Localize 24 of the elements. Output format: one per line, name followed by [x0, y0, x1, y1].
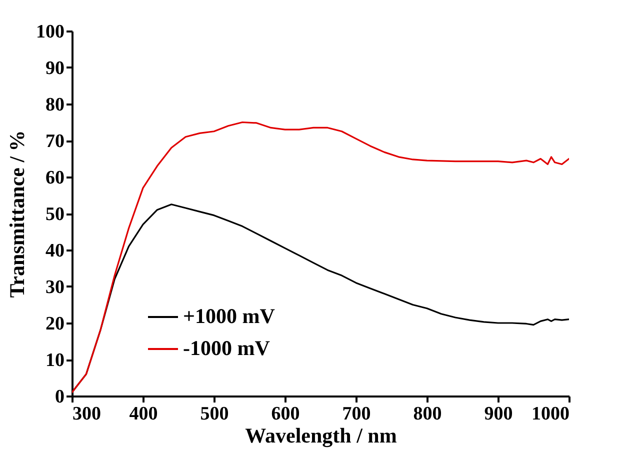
x-tick-label: 700	[342, 404, 371, 424]
y-tick-label: 20	[46, 314, 64, 334]
y-tick-label: 80	[46, 94, 64, 116]
y-tick-label: 90	[46, 58, 64, 79]
y-tick-label: 100	[36, 22, 64, 42]
x-axis-title: Wavelength / nm	[245, 424, 398, 448]
x-tick-label: 500	[200, 404, 229, 424]
x-tick-label: 600	[271, 404, 300, 424]
x-tick-label: 800	[413, 404, 442, 424]
legend-label: -1000 mV	[183, 336, 270, 360]
x-tick-label: 1000	[532, 404, 570, 424]
y-tick-label: 30	[46, 277, 64, 298]
y-tick-label: 0	[55, 386, 64, 408]
y-tick-label: 60	[46, 168, 64, 188]
line-series	[72, 121, 569, 394]
y-tick-label: 70	[46, 131, 64, 152]
y-axis-title: Transmittance / %	[5, 130, 29, 298]
x-tick-label: 900	[484, 404, 513, 424]
y-tick-label: 50	[46, 204, 64, 225]
x-tick-label: 300	[72, 404, 101, 424]
y-tick-label: 40	[46, 240, 64, 262]
y-tick-label: 10	[46, 350, 64, 371]
x-tick-label: 400	[129, 404, 158, 424]
legend-label: +1000 mV	[183, 304, 275, 328]
